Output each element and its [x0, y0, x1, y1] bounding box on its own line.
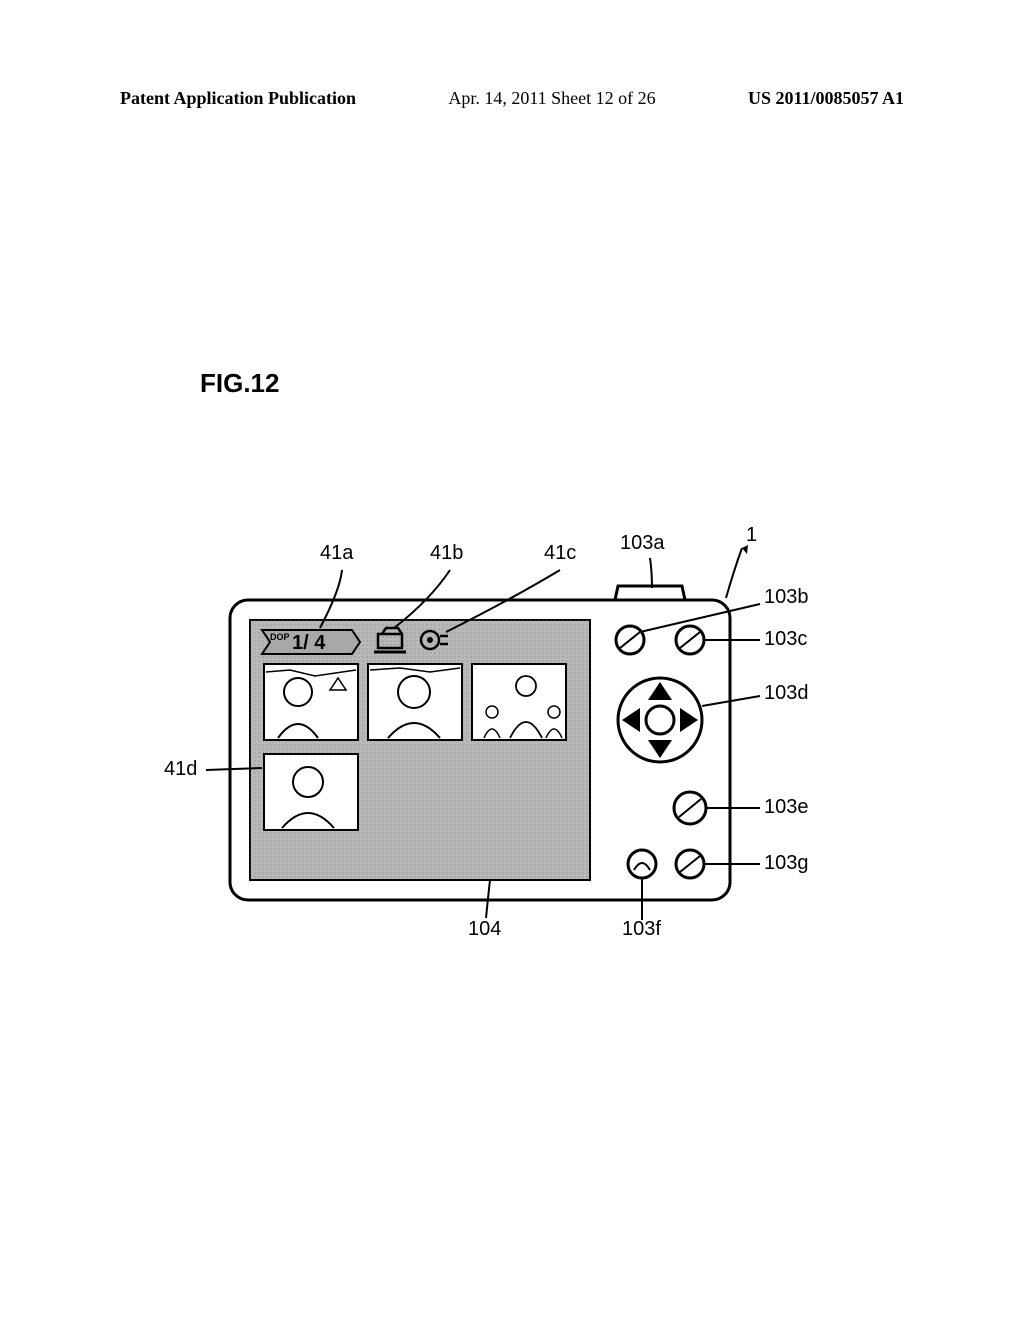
- callout-103e: 103e: [764, 796, 809, 819]
- callout-41a: 41a: [320, 542, 353, 565]
- dop-badge: DOP 1/ 4: [262, 630, 360, 654]
- thumb-3: [472, 664, 566, 740]
- dop-count: 1/ 4: [292, 632, 326, 654]
- thumb-1: [264, 664, 358, 740]
- callout-41b: 41b: [430, 542, 463, 565]
- top-tab: [615, 586, 685, 600]
- figure-label: FIG.12: [200, 368, 279, 399]
- callout-1: 1: [746, 524, 757, 547]
- header-center: Apr. 14, 2011 Sheet 12 of 26: [448, 88, 655, 109]
- callout-103f: 103f: [622, 918, 661, 941]
- thumb-2: [368, 664, 462, 740]
- callout-103d: 103d: [764, 682, 809, 705]
- callout-104: 104: [468, 918, 501, 941]
- callout-103a: 103a: [620, 532, 665, 555]
- camera-diagram: DOP 1/ 4: [170, 520, 850, 960]
- header-right: US 2011/0085057 A1: [748, 88, 904, 109]
- header-left: Patent Application Publication: [120, 88, 356, 109]
- callout-103g: 103g: [764, 852, 809, 875]
- callout-103c: 103c: [764, 628, 807, 651]
- dop-label: DOP: [270, 632, 290, 642]
- callout-41c: 41c: [544, 542, 576, 565]
- callout-41d: 41d: [164, 758, 197, 781]
- callout-103b: 103b: [764, 586, 809, 609]
- thumb-4: [264, 754, 358, 830]
